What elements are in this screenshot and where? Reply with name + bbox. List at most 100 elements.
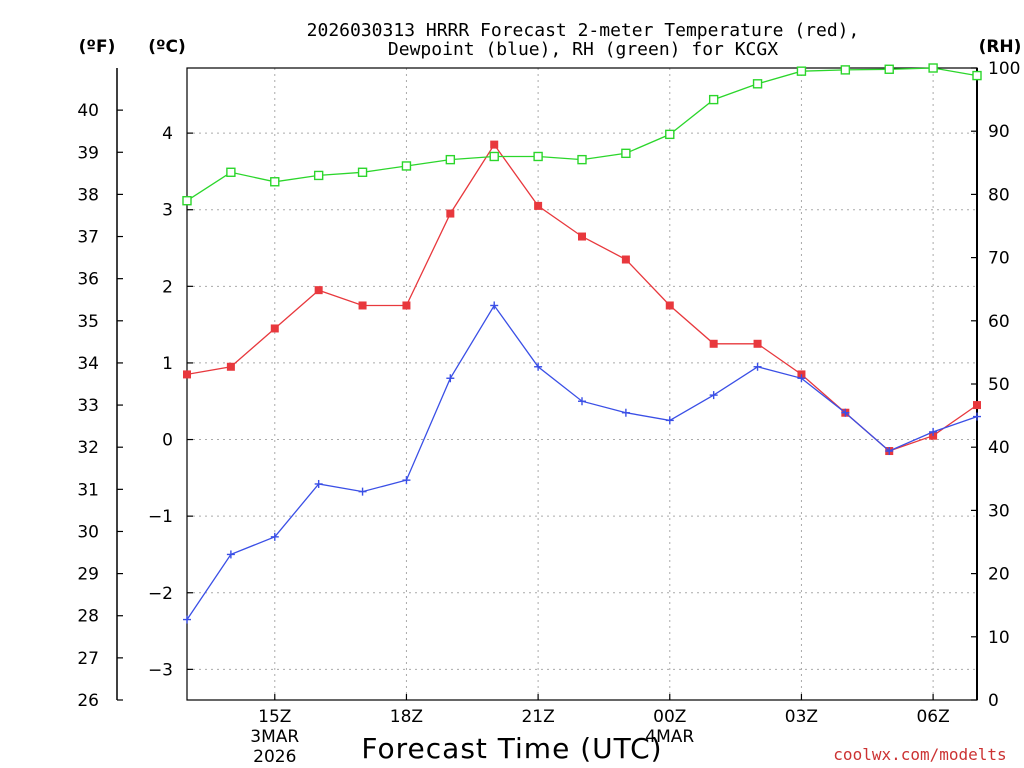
celsius-tick-label: −3 xyxy=(148,660,173,680)
rh-tick-label: 70 xyxy=(988,249,1010,269)
temperature-point xyxy=(534,201,543,210)
x-tick-label: 06Z xyxy=(916,707,949,727)
rh-point xyxy=(928,63,938,73)
series-line xyxy=(186,304,978,620)
x-tick-label: 18Z xyxy=(390,707,423,727)
x-date-label: 4MAR xyxy=(645,727,694,747)
rh-point xyxy=(357,167,368,177)
rh-point xyxy=(401,161,412,171)
x-date-label: 3MAR xyxy=(250,727,299,747)
temperature-point xyxy=(183,370,191,379)
rh-tick-label: 0 xyxy=(988,691,999,711)
rh-point xyxy=(972,70,982,81)
x-tick-label: 15Z xyxy=(258,707,291,727)
rh-point xyxy=(577,154,587,165)
series-line xyxy=(186,67,978,202)
rh-tick-label: 20 xyxy=(988,565,1010,585)
rh-tick-label: 90 xyxy=(988,122,1010,142)
temperature-point xyxy=(621,255,630,264)
series-layer xyxy=(182,63,982,624)
temperature-point xyxy=(270,324,279,333)
rh-point xyxy=(270,177,280,187)
rh-tick-label: 50 xyxy=(988,375,1010,395)
dewpoint-point xyxy=(797,374,806,383)
axes: 262728293031323334353637383940−3−2−10123… xyxy=(77,59,1020,767)
rh-tick-label: 10 xyxy=(988,628,1010,648)
dewpoint-point xyxy=(358,487,367,496)
rh-point xyxy=(489,151,499,162)
fahrenheit-tick-label: 39 xyxy=(77,143,99,163)
fahrenheit-tick-label: 26 xyxy=(77,691,99,711)
rh-tick-label: 30 xyxy=(988,501,1010,521)
temperature-point xyxy=(314,286,323,295)
rh-point xyxy=(313,170,324,181)
dewpoint-point xyxy=(753,362,762,371)
temperature-point xyxy=(358,301,367,310)
dewpoint-point xyxy=(973,412,981,421)
chart-title: 2026030313 HRRR Forecast 2-meter Tempera… xyxy=(307,20,860,41)
rh-point xyxy=(708,94,719,105)
rh-point xyxy=(445,154,456,165)
fahrenheit-tick-label: 38 xyxy=(77,185,99,205)
fahrenheit-tick-label: 36 xyxy=(77,270,99,290)
temperature-point xyxy=(490,140,499,149)
rh-point xyxy=(226,167,236,177)
temperature-point xyxy=(709,339,718,348)
fahrenheit-tick-label: 30 xyxy=(77,522,99,542)
celsius-unit-label: (ºC) xyxy=(148,37,186,57)
dewpoint-point xyxy=(665,416,674,425)
dewpoint-point xyxy=(183,615,191,624)
rh-point xyxy=(621,148,631,159)
dewpoint-point xyxy=(402,476,411,485)
rh-point xyxy=(884,64,894,74)
x-tick-label: 21Z xyxy=(521,707,554,727)
fahrenheit-tick-label: 33 xyxy=(77,396,99,416)
fahrenheit-tick-label: 37 xyxy=(77,228,99,248)
rh-point xyxy=(665,129,675,140)
rh-tick-label: 60 xyxy=(988,312,1010,332)
rh-tick-label: 40 xyxy=(988,438,1010,458)
fahrenheit-tick-label: 31 xyxy=(77,480,99,500)
fahrenheit-tick-label: 34 xyxy=(77,354,99,374)
x-axis-label: Forecast Time (UTC) xyxy=(361,732,662,765)
temperature-point xyxy=(753,339,762,348)
x-tick-label: 00Z xyxy=(653,707,686,727)
celsius-tick-label: 3 xyxy=(162,201,173,221)
temperature-point xyxy=(402,301,411,310)
credit-label: coolwx.com/modelts xyxy=(833,745,1006,764)
fahrenheit-tick-label: 35 xyxy=(77,312,99,332)
dewpoint-point xyxy=(578,397,586,406)
rh-tick-label: 100 xyxy=(988,59,1020,79)
fahrenheit-unit-label: (ºF) xyxy=(79,37,116,57)
dewpoint-point xyxy=(446,374,455,383)
rh-point xyxy=(840,65,851,75)
x-year-label: 2026 xyxy=(253,747,296,767)
rh-unit-label: (RH) xyxy=(979,37,1022,57)
temperature-point xyxy=(226,362,235,371)
celsius-tick-label: 1 xyxy=(162,354,173,374)
rh-point xyxy=(533,151,543,162)
fahrenheit-tick-label: 27 xyxy=(77,649,99,669)
dewpoint-point xyxy=(314,479,323,488)
dewpoint-point xyxy=(709,391,718,400)
dewpoint-point xyxy=(534,362,543,371)
dewpoint-point xyxy=(270,532,279,541)
temperature-point xyxy=(973,401,981,410)
dewpoint-point xyxy=(929,427,938,436)
dewpoint-point xyxy=(885,447,894,456)
x-tick-label: 03Z xyxy=(785,707,818,727)
rh-point xyxy=(796,66,807,76)
fahrenheit-tick-label: 28 xyxy=(77,607,99,627)
celsius-tick-label: −1 xyxy=(148,507,173,527)
celsius-tick-label: −2 xyxy=(148,584,173,604)
temperature-point xyxy=(665,301,674,310)
chart-subtitle: Dewpoint (blue), RH (green) for KCGX xyxy=(388,39,778,60)
celsius-tick-label: 4 xyxy=(162,124,173,144)
dewpoint-point xyxy=(841,408,850,417)
rh-point xyxy=(182,196,192,206)
rh-point xyxy=(752,79,763,89)
fahrenheit-tick-label: 29 xyxy=(77,565,99,585)
temperature-point xyxy=(446,209,455,218)
dewpoint-point xyxy=(621,408,630,417)
